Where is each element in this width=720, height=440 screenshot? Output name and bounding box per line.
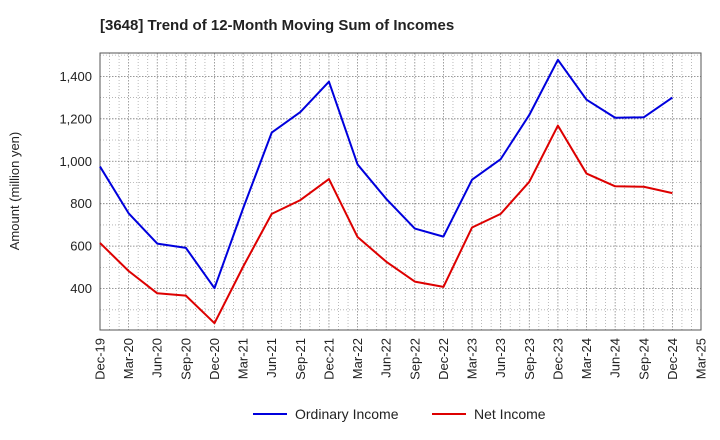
legend-label-ordinary-income: Ordinary Income (295, 406, 399, 422)
x-tick-label: Mar-24 (579, 338, 594, 379)
x-tick-label: Sep-22 (407, 338, 422, 380)
x-tick-label: Mar-22 (350, 338, 365, 379)
x-tick-label: Sep-21 (293, 338, 308, 380)
y-tick-label: 400 (70, 281, 92, 296)
x-tick-label: Sep-24 (636, 338, 651, 380)
plot-area-border (99, 52, 702, 331)
legend: Ordinary Income Net Income (253, 406, 546, 422)
y-tick-label: 1,400 (59, 69, 92, 84)
y-tick-label: 1,000 (59, 154, 92, 169)
x-tick-label: Mar-23 (465, 338, 480, 379)
x-tick-label: Dec-24 (665, 338, 680, 380)
x-tick-label: Dec-21 (321, 338, 336, 380)
x-tick-label: Dec-22 (436, 338, 451, 380)
x-tick-label: Jun-21 (264, 338, 279, 378)
grid-lines (100, 53, 701, 330)
series-lines (99, 58, 673, 325)
x-tick-label: Dec-23 (550, 338, 565, 380)
plot-frame (99, 52, 702, 331)
y-tick-label: 1,200 (59, 111, 92, 126)
legend-label-net-income: Net Income (474, 406, 546, 422)
x-axis: Dec-19 Mar-20 Jun-20 Sep-20 Dec-20 Mar-21 Jun-… (93, 338, 709, 380)
y-axis: 400 600 800 1,000 1,200 1,400 (59, 69, 92, 296)
y-tick-label: 800 (70, 196, 92, 211)
x-tick-label: Mar-25 (694, 338, 709, 379)
x-tick-label: Jun-20 (150, 338, 165, 378)
x-tick-label: Sep-23 (522, 338, 537, 380)
x-tick-label: Mar-21 (236, 338, 251, 379)
x-tick-label: Mar-20 (121, 338, 136, 379)
x-tick-label: Dec-19 (93, 338, 108, 380)
series-line-ordinary-income (99, 58, 673, 290)
chart-title: [3648] Trend of 12-Month Moving Sum of I… (100, 17, 454, 34)
y-tick-label: 600 (70, 239, 92, 254)
x-tick-label: Jun-22 (379, 338, 394, 378)
y-axis-label: Amount (million yen) (7, 132, 22, 251)
x-tick-label: Dec-20 (207, 338, 222, 380)
x-tick-label: Jun-23 (493, 338, 508, 378)
x-tick-label: Sep-20 (178, 338, 193, 380)
x-tick-label: Jun-24 (608, 338, 623, 378)
series-line-net-income (99, 124, 673, 325)
